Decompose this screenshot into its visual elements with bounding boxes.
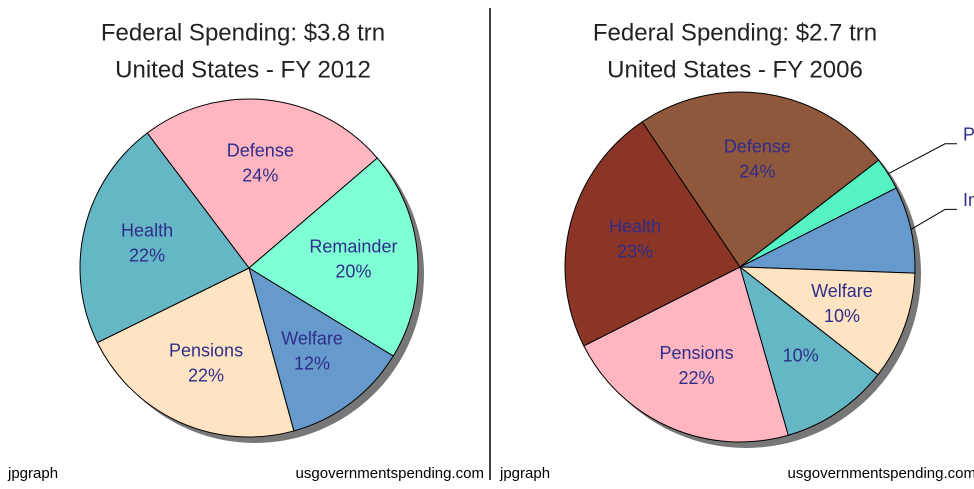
chart-subtitle: United States - FY 2012 bbox=[115, 56, 371, 83]
slice-label: Welfare bbox=[811, 281, 873, 301]
footer-left: jpgraph bbox=[499, 465, 550, 482]
value-label: 20% bbox=[335, 261, 371, 281]
slice-label: Pensions bbox=[169, 340, 243, 360]
slice-label: Pensions bbox=[660, 343, 734, 363]
pie-slice bbox=[146, 98, 379, 269]
value-label: 24% bbox=[739, 162, 775, 182]
pie-slice bbox=[79, 132, 250, 344]
chart-title: Federal Spending: $2.7 trn bbox=[593, 19, 877, 46]
value-label: 22% bbox=[679, 368, 715, 388]
value-label: 22% bbox=[129, 245, 165, 265]
slice-label: Defense bbox=[227, 141, 294, 161]
pie-chart: Federal Spending: $2.7 trn United States … bbox=[499, 19, 974, 482]
value-label: 22% bbox=[188, 365, 224, 385]
pie-slice bbox=[583, 266, 789, 443]
footer-right: usgovernmentspending.com bbox=[788, 465, 974, 482]
leader-line bbox=[910, 208, 957, 230]
value-label: 23% bbox=[617, 241, 653, 261]
value-label: 10% bbox=[783, 346, 819, 366]
footer-right: usgovernmentspending.com bbox=[296, 465, 484, 482]
slice-label: Defense bbox=[724, 137, 791, 157]
pie-slice bbox=[739, 265, 879, 436]
slice-label: P bbox=[963, 124, 974, 144]
pie-slice bbox=[641, 91, 880, 268]
slice-label: Remainder bbox=[309, 236, 397, 256]
slice-label: Health bbox=[121, 220, 173, 240]
pie-slice bbox=[248, 266, 394, 432]
pie-slice bbox=[738, 266, 916, 376]
chart-title: Federal Spending: $3.8 trn bbox=[101, 19, 385, 46]
slice-label: Health bbox=[609, 216, 661, 236]
slice-label: In bbox=[963, 190, 974, 210]
footer-left: jpgraph bbox=[7, 465, 58, 482]
leader-line bbox=[887, 143, 957, 175]
pie-slice bbox=[564, 121, 741, 347]
slice-label: Welfare bbox=[281, 328, 343, 348]
chart-subtitle: United States - FY 2006 bbox=[607, 56, 863, 83]
pie-slice bbox=[248, 157, 419, 357]
pie-slice bbox=[96, 267, 295, 438]
pie-chart: Federal Spending: $3.8 trn United States … bbox=[7, 19, 484, 482]
value-label: 10% bbox=[824, 306, 860, 326]
value-label: 24% bbox=[242, 166, 278, 186]
value-label: 12% bbox=[294, 353, 330, 373]
